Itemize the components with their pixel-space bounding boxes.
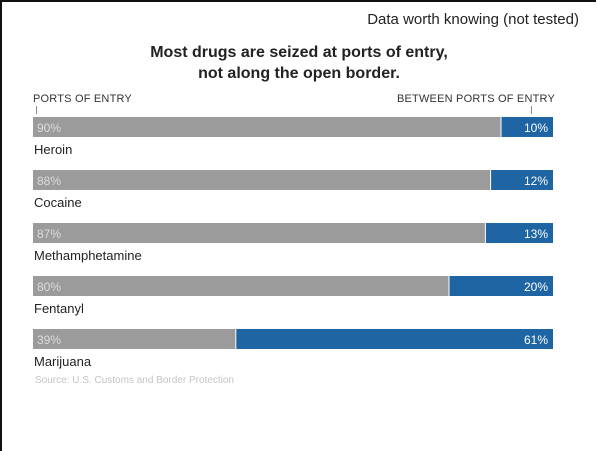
between-ports-axis-label: BETWEEN PORTS OF ENTRY	[396, 93, 555, 105]
left-axis-tick	[36, 106, 37, 114]
between-ports-value-fentanyl: 20%	[524, 280, 548, 294]
between-ports-bar-heroin	[501, 117, 553, 137]
ports-of-entry-value-methamphetamine: 87%	[37, 227, 61, 241]
ports-of-entry-value-fentanyl: 80%	[37, 280, 61, 294]
ports-of-entry-value-cocaine: 88%	[37, 174, 61, 188]
chart-source: Source: U.S. Customs and Border Protecti…	[35, 375, 234, 386]
ports-of-entry-bar-methamphetamine	[33, 223, 486, 243]
between-ports-value-methamphetamine: 13%	[524, 227, 548, 241]
ports-of-entry-value-heroin: 90%	[37, 121, 61, 135]
between-ports-value-marijuana: 61%	[524, 333, 548, 347]
category-label-methamphetamine: Methamphetamine	[34, 248, 142, 263]
between-ports-value-cocaine: 12%	[524, 174, 548, 188]
chart-title-line-1: Most drugs are seized at ports of entry,	[150, 44, 448, 61]
ports-of-entry-bar-heroin	[33, 117, 501, 137]
bar-row-methamphetamine: 87% 13% Methamphetamine	[33, 223, 553, 263]
right-axis-tick	[531, 106, 532, 114]
category-label-fentanyl: Fentanyl	[34, 301, 84, 316]
category-label-cocaine: Cocaine	[34, 195, 82, 210]
ports-of-entry-value-marijuana: 39%	[37, 333, 61, 347]
between-ports-value-heroin: 10%	[524, 121, 548, 135]
between-ports-bar-fentanyl	[449, 276, 553, 296]
ports-of-entry-bar-fentanyl	[33, 276, 449, 296]
chart-title-line-2: not along the open border.	[198, 65, 400, 82]
between-ports-bar-cocaine	[490, 170, 553, 190]
between-ports-bar-marijuana	[235, 329, 554, 349]
slide-note: Data worth knowing (not tested)	[367, 11, 579, 28]
bar-row-cocaine: 88% 12% Cocaine	[33, 170, 553, 210]
between-ports-bar-methamphetamine	[485, 223, 553, 243]
ports-of-entry-axis-label: PORTS OF ENTRY	[33, 93, 132, 105]
chart-title: Most drugs are seized at ports of entry,…	[2, 42, 596, 84]
bar-row-heroin: 90% 10% Heroin	[33, 117, 553, 157]
category-label-heroin: Heroin	[34, 142, 72, 157]
bar-row-fentanyl: 80% 20% Fentanyl	[33, 276, 553, 316]
bar-row-marijuana: 39% 61% Marijuana	[33, 329, 554, 369]
category-label-marijuana: Marijuana	[34, 354, 92, 369]
ports-of-entry-bar-cocaine	[33, 170, 491, 190]
ports-of-entry-bar-marijuana	[33, 329, 236, 349]
